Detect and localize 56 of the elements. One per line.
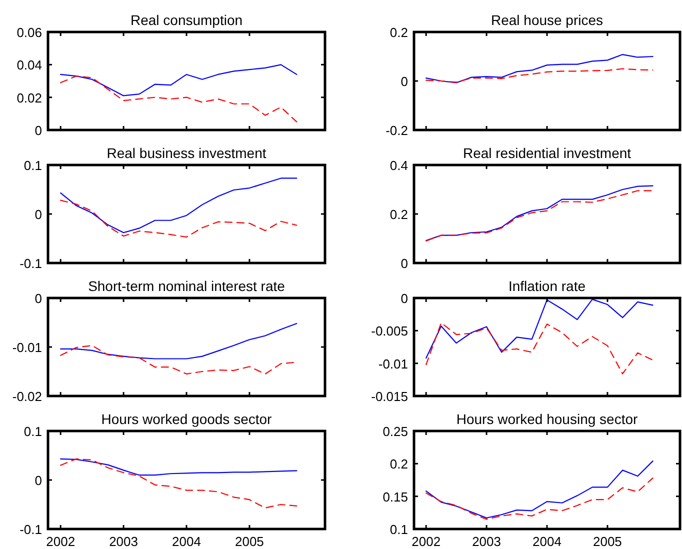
y-tick-label: 0.06 bbox=[16, 25, 42, 40]
y-tick-label: 0.2 bbox=[390, 25, 408, 40]
y-tick-label: -0.1 bbox=[20, 256, 42, 271]
y-tick-label: 0.04 bbox=[16, 58, 42, 73]
line-series bbox=[60, 458, 298, 508]
y-tick-label: -0.02 bbox=[12, 389, 42, 404]
chart-title: Short-term nominal interest rate bbox=[88, 278, 286, 294]
y-tick-label: 0.2 bbox=[390, 456, 408, 472]
y-tick-label: 0.1 bbox=[24, 158, 42, 173]
y-tick-label: 0 bbox=[34, 473, 42, 488]
chart-title: Inflation rate bbox=[508, 278, 586, 294]
chart-title: Real consumption bbox=[130, 12, 243, 28]
line-series bbox=[60, 200, 298, 238]
y-tick-label: 0 bbox=[34, 123, 42, 138]
x-tick-label: 2002 bbox=[412, 534, 441, 549]
line-series bbox=[426, 298, 654, 359]
line-series bbox=[426, 322, 654, 374]
line-series bbox=[60, 76, 298, 122]
y-tick-label: 0 bbox=[400, 256, 408, 271]
x-tick-label: 2004 bbox=[172, 534, 201, 549]
y-tick-label: 0.2 bbox=[390, 207, 408, 222]
x-tick-label: 2004 bbox=[532, 534, 562, 549]
chart-title: Real house prices bbox=[490, 12, 604, 28]
line-series bbox=[426, 54, 654, 84]
y-tick-label: 0.1 bbox=[24, 424, 42, 439]
y-tick-label: 0.25 bbox=[382, 424, 408, 439]
x-tick-label: 2005 bbox=[234, 534, 264, 549]
y-tick-label: -0.015 bbox=[371, 389, 408, 404]
line-series bbox=[60, 458, 298, 476]
chart-title: Hours worked goods sector bbox=[101, 411, 272, 427]
y-tick-label: 0 bbox=[400, 74, 408, 89]
x-tick-label: 2003 bbox=[109, 534, 138, 549]
y-tick-label: -0.2 bbox=[386, 123, 408, 138]
x-tick-label: 2003 bbox=[472, 534, 502, 549]
y-tick-label: -0.005 bbox=[371, 324, 408, 339]
y-tick-label: -0.01 bbox=[378, 356, 408, 372]
y-tick-label: 0 bbox=[34, 291, 42, 306]
y-tick-label: 0.15 bbox=[382, 489, 408, 504]
chart-title: Real business investment bbox=[106, 145, 266, 161]
chart-title: Real residential investment bbox=[462, 145, 632, 161]
y-tick-label: -0.1 bbox=[20, 522, 42, 537]
line-series bbox=[426, 460, 654, 518]
line-series bbox=[60, 64, 298, 96]
x-tick-label: 2002 bbox=[46, 534, 76, 549]
line-series bbox=[426, 68, 654, 83]
line-series bbox=[426, 477, 654, 520]
y-tick-label: 0.4 bbox=[390, 158, 408, 173]
y-tick-label: -0.01 bbox=[12, 340, 42, 355]
y-tick-label: 0 bbox=[34, 207, 42, 222]
line-series bbox=[60, 178, 298, 234]
line-series bbox=[60, 322, 298, 360]
chart-title: Hours worked housing sector bbox=[456, 411, 638, 427]
y-tick-label: 0.02 bbox=[16, 90, 42, 106]
y-tick-label: 0.1 bbox=[390, 522, 408, 537]
y-tick-label: 0 bbox=[400, 291, 408, 306]
x-tick-label: 2005 bbox=[592, 534, 622, 549]
